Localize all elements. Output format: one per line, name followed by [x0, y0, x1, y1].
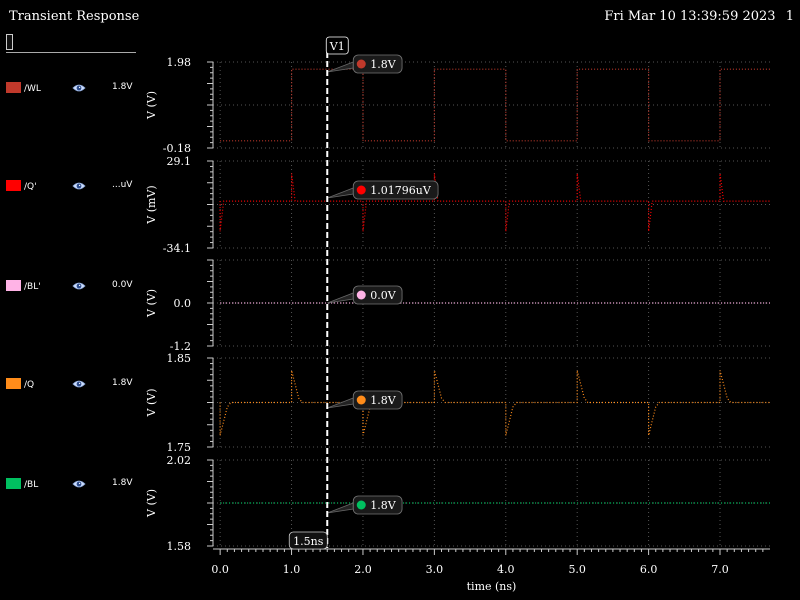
visibility-eye-icon[interactable] [72, 378, 86, 390]
y-axis-label: V (V) [145, 91, 158, 120]
y-tick-label: 0.0 [174, 297, 192, 310]
y-axis-label: V (V) [145, 389, 158, 418]
legend-signal-value: 0.0V [112, 280, 133, 290]
legend-item[interactable]: /BL 1.8V [6, 478, 136, 494]
marker-name-box [325, 36, 349, 55]
x-axis-label: time (ns) [467, 580, 517, 593]
datetime-text: Fri Mar 10 13:39:59 2023 [604, 9, 776, 24]
signal-trace [220, 68, 770, 142]
cursor-readout-box [352, 285, 403, 305]
y-tick-label: 1.58 [167, 540, 192, 553]
cursor-readout-pointer [327, 61, 354, 73]
waveform-panel: 1.98 -0.18 V (V) 1.8V [145, 54, 770, 155]
legend-signal-value: 1.8V [112, 478, 133, 488]
legend-signal-value: ...uV [112, 180, 133, 190]
x-tick-label: 7.0 [711, 563, 729, 576]
marker-name-label: V1 [329, 40, 345, 53]
legend-signal-name: /BL [24, 480, 39, 490]
cursor-readout-dot [356, 59, 366, 69]
signal-search-input[interactable] [6, 34, 136, 53]
legend-item[interactable]: /Q' ...uV [6, 180, 136, 196]
y-tick-label: 1.98 [167, 56, 192, 69]
datetime-display: Fri Mar 10 13:39:59 2023 1 [604, 9, 794, 24]
cursor-readout-dot [356, 395, 366, 405]
signal-trace [219, 173, 770, 232]
x-tick-label: 4.0 [497, 563, 515, 576]
legend-signal-name: /WL [24, 84, 41, 94]
y-axis-label: V (mV) [145, 185, 158, 224]
visibility-eye-icon[interactable] [72, 82, 86, 94]
legend-color-swatch [6, 82, 21, 93]
cursor-readout-value: 1.01796uV [370, 184, 432, 197]
y-tick-label: -34.1 [163, 242, 191, 255]
y-tick-label: -0.18 [163, 142, 191, 155]
x-tick-label: 1.0 [283, 563, 301, 576]
x-tick-label: 0.0 [211, 563, 229, 576]
cursor-readout-pointer [327, 397, 354, 409]
visibility-eye-icon[interactable] [72, 478, 86, 490]
cursor-readout-box [352, 495, 403, 515]
legend-signal-name: /Q [24, 380, 35, 390]
y-tick-label: 2.02 [167, 454, 192, 467]
x-tick-label: 3.0 [426, 563, 444, 576]
waveform-panel: 0.0 -1.2 V (V) 0.0V [145, 259, 770, 353]
legend-signal-name: /Q' [24, 182, 37, 192]
cursor-readout-pointer [327, 292, 354, 304]
legend-item[interactable]: /Q 1.8V [6, 378, 136, 394]
y-axis-label: V (V) [145, 489, 158, 518]
legend-color-swatch [6, 180, 21, 191]
visibility-eye-icon[interactable] [72, 280, 86, 292]
cursor-readout-box [352, 390, 403, 410]
legend-signal-value: 1.8V [112, 82, 133, 92]
marker-x-value-box [288, 531, 328, 550]
text-cursor [6, 34, 13, 50]
cursor-readout-box [352, 54, 403, 74]
cursor-readout-value: 1.8V [370, 58, 396, 71]
cursor-readout-value: 1.8V [370, 394, 396, 407]
waveform-panel: 2.02 1.58 V (V) 1.8V [145, 454, 770, 553]
y-axis-label: V (V) [145, 289, 158, 318]
cursor-readout-box [352, 180, 439, 200]
cursor-readout-dot [356, 500, 366, 510]
page-index: 1 [785, 9, 794, 24]
cursor-readout-pointer [327, 187, 354, 199]
legend-signal-name: /BL' [24, 282, 41, 292]
legend-item[interactable]: /BL' 0.0V [6, 280, 136, 296]
cursor-readout-value: 1.8V [370, 499, 396, 512]
x-tick-label: 5.0 [568, 563, 586, 576]
x-tick-label: 2.0 [354, 563, 372, 576]
legend-color-swatch [6, 378, 21, 389]
waveform-panel: 29.1 -34.1 V (mV) 1.01796uV [145, 155, 770, 255]
legend-color-swatch [6, 280, 21, 291]
visibility-eye-icon[interactable] [72, 180, 86, 192]
cursor-readout-value: 0.0V [370, 289, 396, 302]
marker-x-value-label: 1.5ns [293, 535, 324, 548]
window-title: Transient Response [9, 9, 140, 24]
legend-color-swatch [6, 478, 21, 489]
y-tick-label: -1.2 [170, 340, 191, 353]
legend-signal-value: 1.8V [112, 378, 133, 388]
legend-item[interactable]: /WL 1.8V [6, 82, 136, 98]
cursor-readout-pointer [327, 502, 354, 514]
cursor-readout-dot [356, 185, 366, 195]
y-tick-label: 1.75 [167, 441, 192, 454]
waveform-panel: 1.85 1.75 V (V) 1.8V [145, 352, 770, 454]
signal-trace [219, 370, 770, 436]
x-tick-label: 6.0 [640, 563, 658, 576]
cursor-readout-dot [356, 290, 366, 300]
y-tick-label: 29.1 [167, 155, 192, 168]
y-tick-label: 1.85 [167, 352, 192, 365]
